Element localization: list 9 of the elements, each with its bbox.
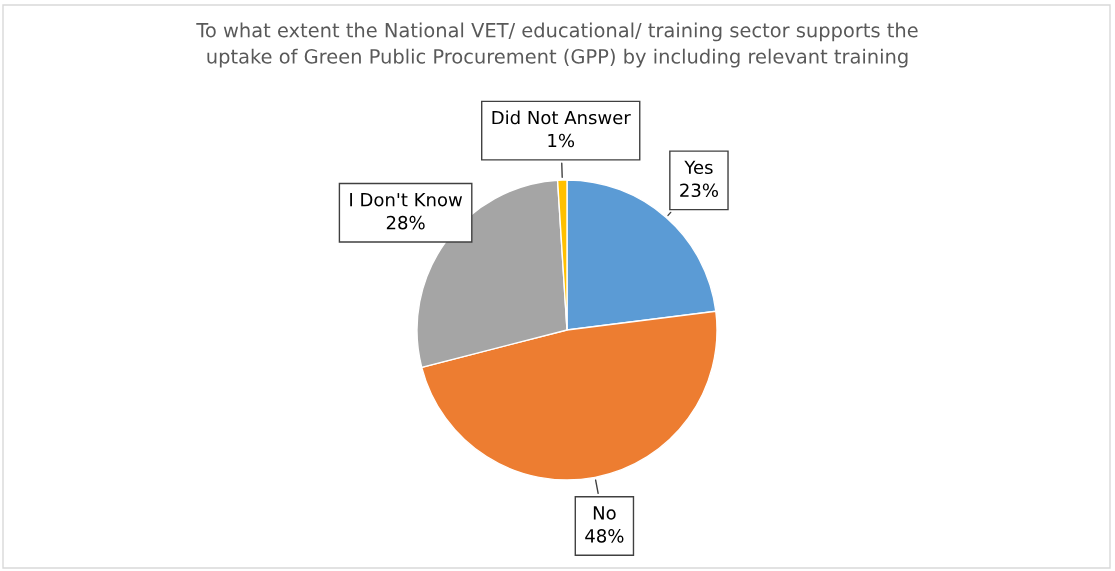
data-label: 28% <box>386 215 425 230</box>
slice-label: Did Not Answer <box>492 110 631 125</box>
slice-label: I Don't Know <box>350 193 463 207</box>
chart-title: To what extent the National VET/ educational/ training sector supports the uptake of Green Public Procurement (GPP) by including relevant training <box>196 22 918 68</box>
data-label: 48% <box>585 529 624 543</box>
slice-label: No <box>593 506 616 520</box>
data-label: 23% <box>680 183 718 198</box>
data-label: 1% <box>548 133 575 148</box>
slice-label: Yes <box>684 160 713 175</box>
